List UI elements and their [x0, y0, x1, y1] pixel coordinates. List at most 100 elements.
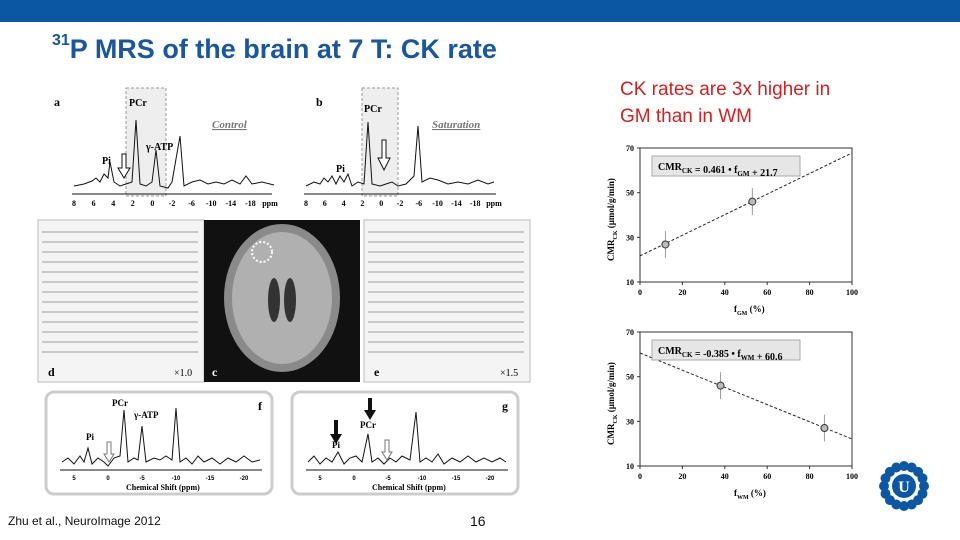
logo-letter: U	[898, 479, 910, 496]
y-axis-label: CMRCK (µmol/g/min)	[606, 178, 619, 261]
axis-tick-label: 2	[131, 199, 135, 208]
panel-a-pi-label: Pi	[102, 156, 111, 167]
y-tick-label: 50	[626, 373, 634, 382]
fit-equation: CMRCK = -0.385 • fWM + 60.6	[658, 346, 783, 363]
logo-ray	[919, 481, 929, 491]
panel-b: b Saturation PCr Pi 8 6 4 2 0 -2 -6 -10 -14 -18 pp…	[304, 87, 502, 208]
axis-tick-label: -10	[418, 476, 427, 482]
scatter-plot-gm: 0 20 40 60 80 100 10 30 50 70 CMRCK = 0.461 • fGM …	[596, 138, 860, 325]
axis-tick-label: 5	[318, 476, 322, 482]
data-point	[748, 197, 757, 206]
logo-svg: U	[879, 461, 929, 511]
spectra-figure-svg: a Control PCr Pi γ-ATP 8 6 4 2 0 -2 -6 -10 -14 -1…	[37, 87, 531, 496]
ventricle-right	[284, 278, 296, 322]
fit-line	[639, 352, 853, 440]
y-tick-label: 30	[626, 233, 634, 242]
panel-f-spectrum	[61, 407, 261, 467]
y-tick-label: 30	[626, 417, 634, 426]
axis-tick-label: 6	[92, 199, 96, 208]
axis-tick-label: 0	[150, 199, 154, 208]
panel-a-axis-ticks: 8 6 4 2 0 -2 -6 -10 -14 -18 ppm	[72, 199, 278, 208]
university-logo-icon: U	[874, 456, 934, 521]
panel-b-pi-label: Pi	[336, 164, 345, 175]
citation: Zhu et al., NeuroImage 2012	[8, 514, 161, 528]
axis-tick-label: -10	[206, 199, 217, 208]
axis-tick-label: 0	[352, 476, 356, 482]
panel-f-pi-label: Pi	[86, 432, 94, 442]
panel-g-pcr-arrow-icon	[364, 398, 376, 420]
panel-g-pi-arrow-icon	[330, 420, 342, 444]
x-tick-label: 100	[846, 288, 858, 297]
x-axis-label: fWM (%)	[734, 488, 766, 501]
fit-line	[639, 152, 853, 257]
panel-b-axis-ticks: 8 6 4 2 0 -2 -6 -10 -14 -18 ppm	[304, 199, 502, 208]
y-axis-label: CMRCK (µmol/g/min)	[606, 362, 619, 445]
panel-f-axis-ticks: 5 0 -5 -10 -15 -20	[72, 476, 249, 482]
panel-f-xlabel: Chemical Shift (ppm)	[126, 483, 200, 492]
data-point	[820, 424, 829, 433]
spectra-figure: a Control PCr Pi γ-ATP 8 6 4 2 0 -2 -6 -10 -14 -1…	[34, 86, 574, 498]
axis-tick-label: -18	[470, 199, 481, 208]
panel-g-axis-ticks: 5 0 -5 -10 -15 -20	[318, 476, 495, 482]
y-tick-label: 50	[626, 189, 634, 198]
panel-e: e ×1.5	[363, 219, 531, 383]
axis-tick-label: -10	[432, 199, 443, 208]
ventricle-left	[268, 278, 280, 322]
panel-g-spectrum	[307, 411, 507, 465]
callout-line-1: CK rates are 3x higher in	[620, 79, 831, 100]
panel-g-xlabel: Chemical Shift (ppm)	[372, 483, 446, 492]
panel-g: g PCr Pi 5 0 -5 -10 -15 -20 Chemical Shift (p…	[290, 390, 520, 496]
panel-f-pcr-label: PCr	[112, 398, 128, 408]
panel-a-tag: Control	[212, 119, 248, 131]
panel-e-frame	[363, 219, 531, 383]
logo-ray	[880, 488, 891, 499]
panel-b-pcr-label: PCr	[364, 104, 382, 115]
x-tick-label: 20	[678, 472, 686, 481]
x-tick-label: 20	[678, 288, 686, 297]
panel-b-pcr-highlight	[361, 87, 399, 197]
axis-tick-label: -18	[245, 199, 256, 208]
logo-rays	[879, 461, 929, 511]
panel-f-arrow-icon	[103, 441, 115, 463]
axis-tick-label: 6	[323, 199, 327, 208]
x-tick-label: 0	[638, 472, 642, 481]
panel-e-letter: e	[374, 365, 380, 379]
logo-ray	[899, 501, 909, 511]
panel-a-pcr-label: PCr	[129, 98, 147, 109]
axis-tick-label: -6	[188, 199, 195, 208]
panel-g-pi-label: Pi	[332, 440, 340, 450]
data-point	[716, 381, 725, 390]
panel-d-letter: d	[48, 365, 55, 379]
axis-tick-label: -2	[169, 199, 176, 208]
axis-tick-label: ppm	[262, 199, 278, 208]
panel-g-hollow-arrow-icon	[381, 439, 393, 461]
axis-tick-label: -2	[397, 199, 404, 208]
x-tick-label: 40	[721, 288, 729, 297]
panel-b-arrow-icon	[377, 139, 391, 172]
panel-c-letter: c	[212, 365, 218, 379]
axis-tick-label: 2	[360, 199, 364, 208]
page-number: 16	[470, 513, 486, 529]
panel-f-frame	[44, 390, 274, 496]
axis-tick-label: 4	[111, 199, 115, 208]
panel-d-frame	[37, 219, 205, 383]
axis-tick-label: -5	[385, 476, 391, 482]
panel-c: c	[204, 220, 360, 382]
y-tick-label: 10	[626, 462, 634, 471]
panel-g-frame	[290, 390, 520, 496]
axis-tick-label: -10	[172, 476, 181, 482]
scatter-plot-wm: 0 20 40 60 80 100 10 30 50 70 CMRCK = -0.385 • fWM…	[596, 322, 860, 509]
axis-tick-label: ppm	[486, 199, 502, 208]
panel-d-spectra-grid	[42, 231, 198, 353]
title-superscript: 31	[52, 32, 70, 49]
scatter-plot-wm-svg: 0 20 40 60 80 100 10 30 50 70 CMRCK = -0.385 • fWM…	[606, 328, 858, 501]
axis-tick-label: 5	[72, 476, 76, 482]
x-tick-label: 0	[638, 288, 642, 297]
scatter-plot-gm-svg: 0 20 40 60 80 100 10 30 50 70 CMRCK = 0.461 • fGM …	[606, 144, 858, 317]
panel-e-spectra-grid	[368, 231, 524, 353]
panel-d: d ×1.0	[37, 219, 205, 383]
panel-a: a Control PCr Pi γ-ATP 8 6 4 2 0 -2 -6 -10 -14 -1…	[54, 87, 278, 208]
panel-f-letter: f	[258, 399, 263, 413]
equation-box	[651, 155, 801, 177]
data-point	[661, 240, 670, 249]
